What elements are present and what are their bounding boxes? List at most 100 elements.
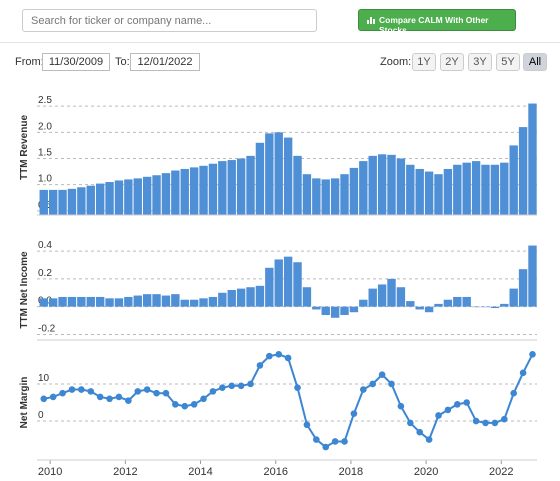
y-tick-label: 2.0 xyxy=(38,121,52,132)
point xyxy=(322,443,330,451)
bar xyxy=(387,154,396,215)
point xyxy=(190,401,198,408)
bar xyxy=(293,262,302,307)
bar xyxy=(236,288,246,307)
point xyxy=(416,428,424,436)
bar xyxy=(95,183,105,215)
bar xyxy=(368,155,377,215)
y-axis-label: TTM Revenue xyxy=(19,115,30,180)
bar xyxy=(218,161,227,215)
bar xyxy=(302,287,312,307)
y-tick-label: 2.5 xyxy=(38,95,52,106)
y-tick-label: 10 xyxy=(38,373,50,384)
point xyxy=(181,402,189,410)
point xyxy=(529,350,536,358)
bar xyxy=(406,301,415,307)
bar xyxy=(114,180,124,215)
bar xyxy=(377,154,387,215)
x-tick-label: 2018 xyxy=(339,466,363,478)
bar xyxy=(77,187,86,215)
point xyxy=(444,406,452,414)
bar xyxy=(105,298,114,307)
bar xyxy=(453,164,462,215)
bar xyxy=(330,178,340,215)
x-tick-label: 2016 xyxy=(263,466,287,478)
compare-button[interactable]: Compare CALM With Other Stocks xyxy=(358,9,516,35)
bar xyxy=(255,142,265,215)
bar-icon xyxy=(367,17,375,24)
bar xyxy=(274,259,283,307)
bar xyxy=(340,306,349,315)
bar xyxy=(368,288,377,307)
point xyxy=(303,421,311,429)
bar xyxy=(518,127,528,215)
point xyxy=(378,371,386,378)
bar xyxy=(424,171,434,215)
y-tick-label: 0.4 xyxy=(38,240,52,251)
bar xyxy=(528,103,537,215)
bar xyxy=(58,296,67,307)
point xyxy=(331,438,339,445)
to-date[interactable]: 12/01/2022 xyxy=(130,53,200,71)
point xyxy=(153,389,160,397)
bar xyxy=(387,278,396,307)
point xyxy=(219,384,226,391)
bar xyxy=(424,306,434,313)
zoom-button[interactable]: 2Y xyxy=(440,53,464,71)
point xyxy=(143,386,151,393)
point xyxy=(360,386,367,393)
point xyxy=(40,395,48,403)
bar xyxy=(377,284,387,307)
x-tick-label: 2012 xyxy=(113,466,137,478)
from-date[interactable]: 11/30/2009 xyxy=(42,53,110,71)
bar xyxy=(443,299,453,307)
bar xyxy=(171,294,180,307)
bar xyxy=(124,296,133,307)
zoom-button[interactable]: 1Y xyxy=(412,53,436,71)
zoom-button[interactable]: 3Y xyxy=(468,53,492,71)
bar xyxy=(471,161,481,215)
zoom-label: Zoom: xyxy=(380,56,412,68)
y-axis-label: TTM Net Income xyxy=(19,251,30,329)
point xyxy=(96,393,104,401)
bar xyxy=(500,303,509,307)
point xyxy=(294,384,301,391)
bar xyxy=(312,306,321,310)
bar xyxy=(227,290,236,307)
point xyxy=(162,389,170,397)
bar xyxy=(142,294,152,307)
zoom-button[interactable]: All xyxy=(523,53,547,71)
point xyxy=(519,369,527,377)
bar xyxy=(265,267,274,307)
bar xyxy=(396,158,406,215)
bar xyxy=(58,189,67,215)
bar xyxy=(321,306,330,315)
x-tick-label: 2022 xyxy=(489,466,513,478)
bar xyxy=(415,168,424,215)
bar xyxy=(133,178,142,215)
bar xyxy=(208,163,218,215)
search-box[interactable]: Search for ticker or company name... xyxy=(22,9,317,32)
bar xyxy=(227,160,236,215)
y-tick-label: 0 xyxy=(38,410,44,421)
y-tick-label: 0.2 xyxy=(38,268,52,279)
bar xyxy=(236,158,246,215)
point xyxy=(341,438,348,445)
point xyxy=(313,436,320,443)
bar xyxy=(86,185,95,215)
bar xyxy=(199,165,208,215)
point xyxy=(49,393,57,401)
point xyxy=(68,386,76,393)
point xyxy=(500,415,508,423)
bar xyxy=(453,296,462,307)
bar xyxy=(180,168,189,215)
bar xyxy=(189,299,199,307)
bar xyxy=(349,306,359,313)
zoom-button[interactable]: 5Y xyxy=(496,53,520,71)
bar xyxy=(67,188,77,215)
bar xyxy=(142,176,152,215)
bar xyxy=(509,288,518,307)
bar xyxy=(340,174,349,215)
point xyxy=(425,436,433,443)
margin-line xyxy=(43,353,534,449)
